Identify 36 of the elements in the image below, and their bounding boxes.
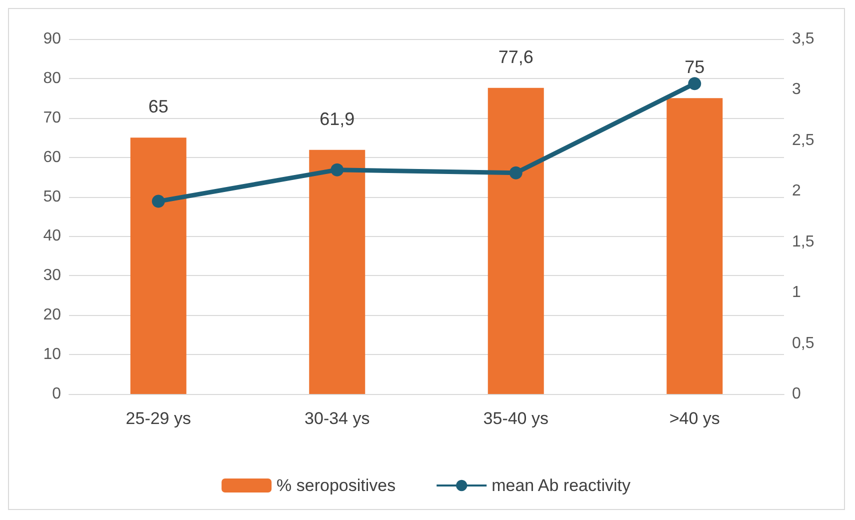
x-tick-label: >40 ys [669, 409, 720, 428]
y-tick-label: 70 [43, 109, 62, 126]
y-tick-label: 0 [52, 386, 62, 402]
y2-tick-label: 1,5 [792, 233, 814, 250]
y2-tick-label: 2,5 [792, 132, 814, 149]
y-tick-label: 30 [43, 267, 62, 284]
y2-tick-label: 0,5 [792, 334, 814, 352]
y2-tick-label: 0 [792, 386, 801, 402]
legend-label: mean Ab reactivity [492, 476, 632, 495]
point [688, 77, 702, 90]
y2-tick-label: 3,5 [792, 30, 814, 48]
y-tick-label: 60 [43, 148, 62, 166]
y2-tick-label: 1 [792, 284, 801, 302]
bar [488, 88, 544, 394]
y-tick-label: 10 [43, 346, 62, 364]
y2-tick-label: 2 [792, 182, 801, 200]
bar [130, 138, 186, 394]
data-label: 61,9 [320, 108, 355, 129]
point [330, 163, 344, 176]
legend-label: % seropositives [276, 476, 396, 495]
data-label: 77,6 [498, 46, 534, 67]
x-tick-label: 35-40 ys [483, 409, 548, 428]
x-tick-label: 30-34 ys [304, 409, 370, 428]
bar [309, 150, 366, 394]
y2-tick-label: 3 [792, 81, 801, 98]
y-tick-label: 20 [43, 306, 62, 324]
y-tick-label: 50 [43, 188, 62, 206]
bar [666, 98, 723, 394]
data-label: 75 [684, 57, 705, 78]
y-tick-label: 90 [43, 30, 62, 48]
y-tick-label: 40 [43, 228, 62, 245]
point [509, 166, 522, 180]
point [152, 194, 165, 208]
y-tick-label: 80 [43, 70, 62, 87]
x-tick-label: 25-29 ys [126, 409, 191, 428]
data-label: 65 [148, 96, 168, 117]
